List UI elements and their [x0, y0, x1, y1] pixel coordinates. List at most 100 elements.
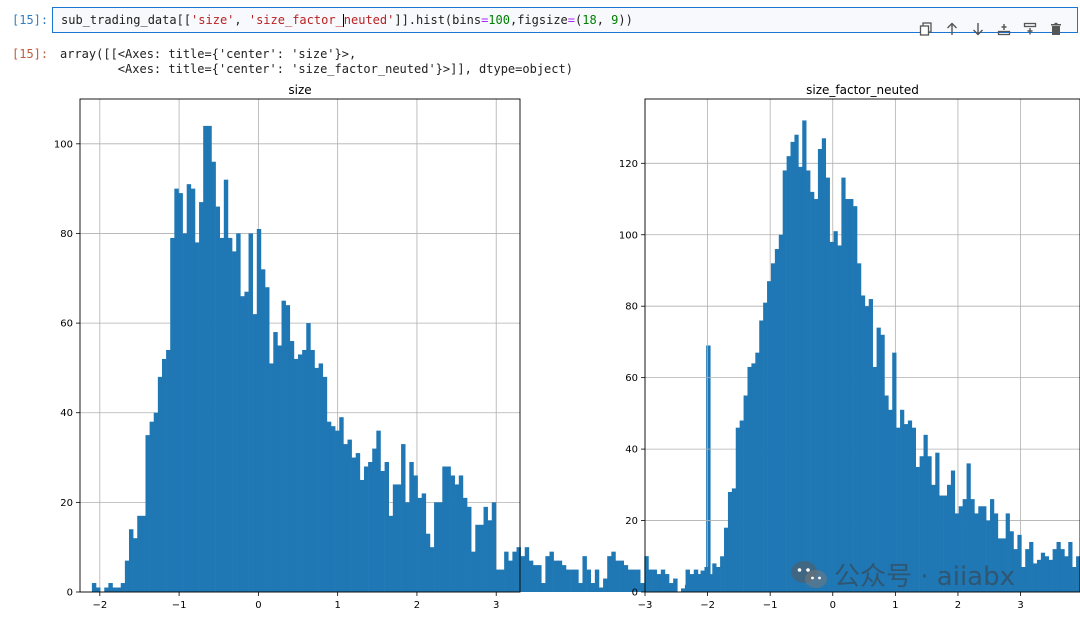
code-token: = [567, 13, 576, 27]
code-editor[interactable]: sub_trading_data[['size', 'size_factor_n… [61, 13, 633, 27]
x-tick-label: −3 [638, 600, 653, 611]
chart-title: size [288, 83, 311, 97]
histogram-bar [434, 502, 439, 592]
histogram-bar [739, 420, 744, 592]
histogram-bar [837, 245, 842, 592]
histogram-bar [145, 435, 150, 592]
histogram-bar [954, 513, 960, 592]
histogram-bar [310, 349, 315, 592]
insert-above-button[interactable] [993, 19, 1015, 39]
histogram-bar [1048, 559, 1053, 592]
histogram-bar [203, 125, 208, 593]
histogram-bar [876, 327, 881, 592]
histogram-bar [232, 251, 237, 592]
x-tick-label: −2 [92, 600, 107, 611]
histogram-bar [790, 141, 795, 592]
histogram-bar [413, 475, 418, 592]
histogram-bar [829, 241, 834, 592]
code-token: sub_trading_data[[ [61, 13, 192, 27]
histogram-bar [896, 427, 901, 592]
x-tick-label: 1 [892, 600, 898, 611]
code-token: )) [618, 13, 633, 27]
histogram-bar [1068, 541, 1073, 592]
histogram-bar [615, 560, 620, 592]
histogram-bar [821, 138, 827, 592]
histogram-bar [190, 188, 196, 592]
histogram-bar [636, 569, 641, 592]
code-cell[interactable]: sub_trading_data[['size', 'size_factor_n… [52, 7, 1078, 36]
histogram-bar [186, 184, 192, 592]
histogram-bar [314, 367, 319, 592]
histogram-bar [516, 547, 521, 592]
histogram-bar [347, 439, 352, 592]
histogram-bar [627, 569, 633, 592]
x-tick-label: 0 [830, 600, 836, 611]
histogram-bar [91, 583, 97, 592]
histogram-bar [720, 556, 725, 592]
histogram-bar [520, 556, 526, 592]
histogram-bar [958, 506, 963, 592]
histogram-bar [392, 484, 398, 592]
histogram-bar [396, 484, 402, 592]
y-tick-label: 120 [619, 159, 638, 170]
histogram-bar [108, 583, 113, 592]
insert-below-button[interactable] [1019, 19, 1041, 39]
code-token: 18 [582, 13, 597, 27]
histogram-bar [462, 497, 468, 592]
histogram-bar [330, 426, 336, 592]
histogram-bar [260, 269, 266, 592]
histogram-bar [425, 533, 431, 592]
histogram-bar [343, 444, 348, 592]
move-up-button[interactable] [941, 19, 963, 39]
duplicate-cell-button[interactable] [915, 19, 937, 39]
output-text: array([[<Axes: title={'center': 'size'}>… [60, 47, 573, 77]
histogram-bar [355, 453, 361, 592]
histogram-bar [590, 583, 596, 592]
histogram-bar [586, 569, 592, 592]
histogram-bar [289, 341, 295, 592]
delete-cell-button[interactable] [1045, 19, 1067, 39]
histogram-bar [128, 529, 134, 592]
x-tick-label: −2 [700, 600, 715, 611]
move-down-button[interactable] [967, 19, 989, 39]
histogram-bar [767, 281, 772, 592]
histogram-bar [256, 228, 262, 593]
histogram-bar [903, 424, 909, 592]
histogram-bar [512, 551, 517, 592]
histogram-bar [384, 462, 390, 592]
wechat-icon [791, 560, 827, 588]
histogram-bar [281, 300, 286, 592]
histogram-bar [541, 583, 546, 592]
histogram-bar [798, 166, 803, 592]
histogram-bar [318, 363, 324, 592]
y-tick-label: 60 [625, 373, 638, 384]
move-down-icon [973, 23, 983, 36]
histogram-bar [706, 345, 711, 592]
histogram-bar [974, 513, 979, 592]
histogram-bar [778, 234, 783, 593]
histogram-bar [170, 237, 175, 592]
histogram-bar [950, 470, 956, 592]
histogram-bar [1025, 549, 1030, 592]
histogram-bar [782, 170, 787, 592]
histogram-bar [1076, 556, 1080, 592]
histogram-bar [368, 462, 373, 592]
histogram-bar [471, 551, 476, 592]
histogram-bar [182, 233, 188, 593]
y-tick-label: 80 [60, 229, 73, 240]
histogram-bar [692, 581, 697, 592]
histogram-bar [623, 565, 629, 592]
histogram-bar [133, 538, 138, 592]
histogram-bar [727, 491, 733, 592]
histogram-bar [607, 556, 612, 592]
histogram-bar [868, 299, 873, 592]
histogram-bar [363, 466, 369, 592]
histogram-bar [704, 566, 709, 592]
histogram-bar [644, 556, 649, 592]
histogram-bar [545, 556, 550, 592]
histogram-bar [747, 366, 752, 592]
histogram-bar [943, 495, 948, 592]
histogram-bar [211, 161, 216, 592]
histogram-bar [1060, 549, 1065, 592]
y-tick-label: 0 [632, 588, 638, 599]
